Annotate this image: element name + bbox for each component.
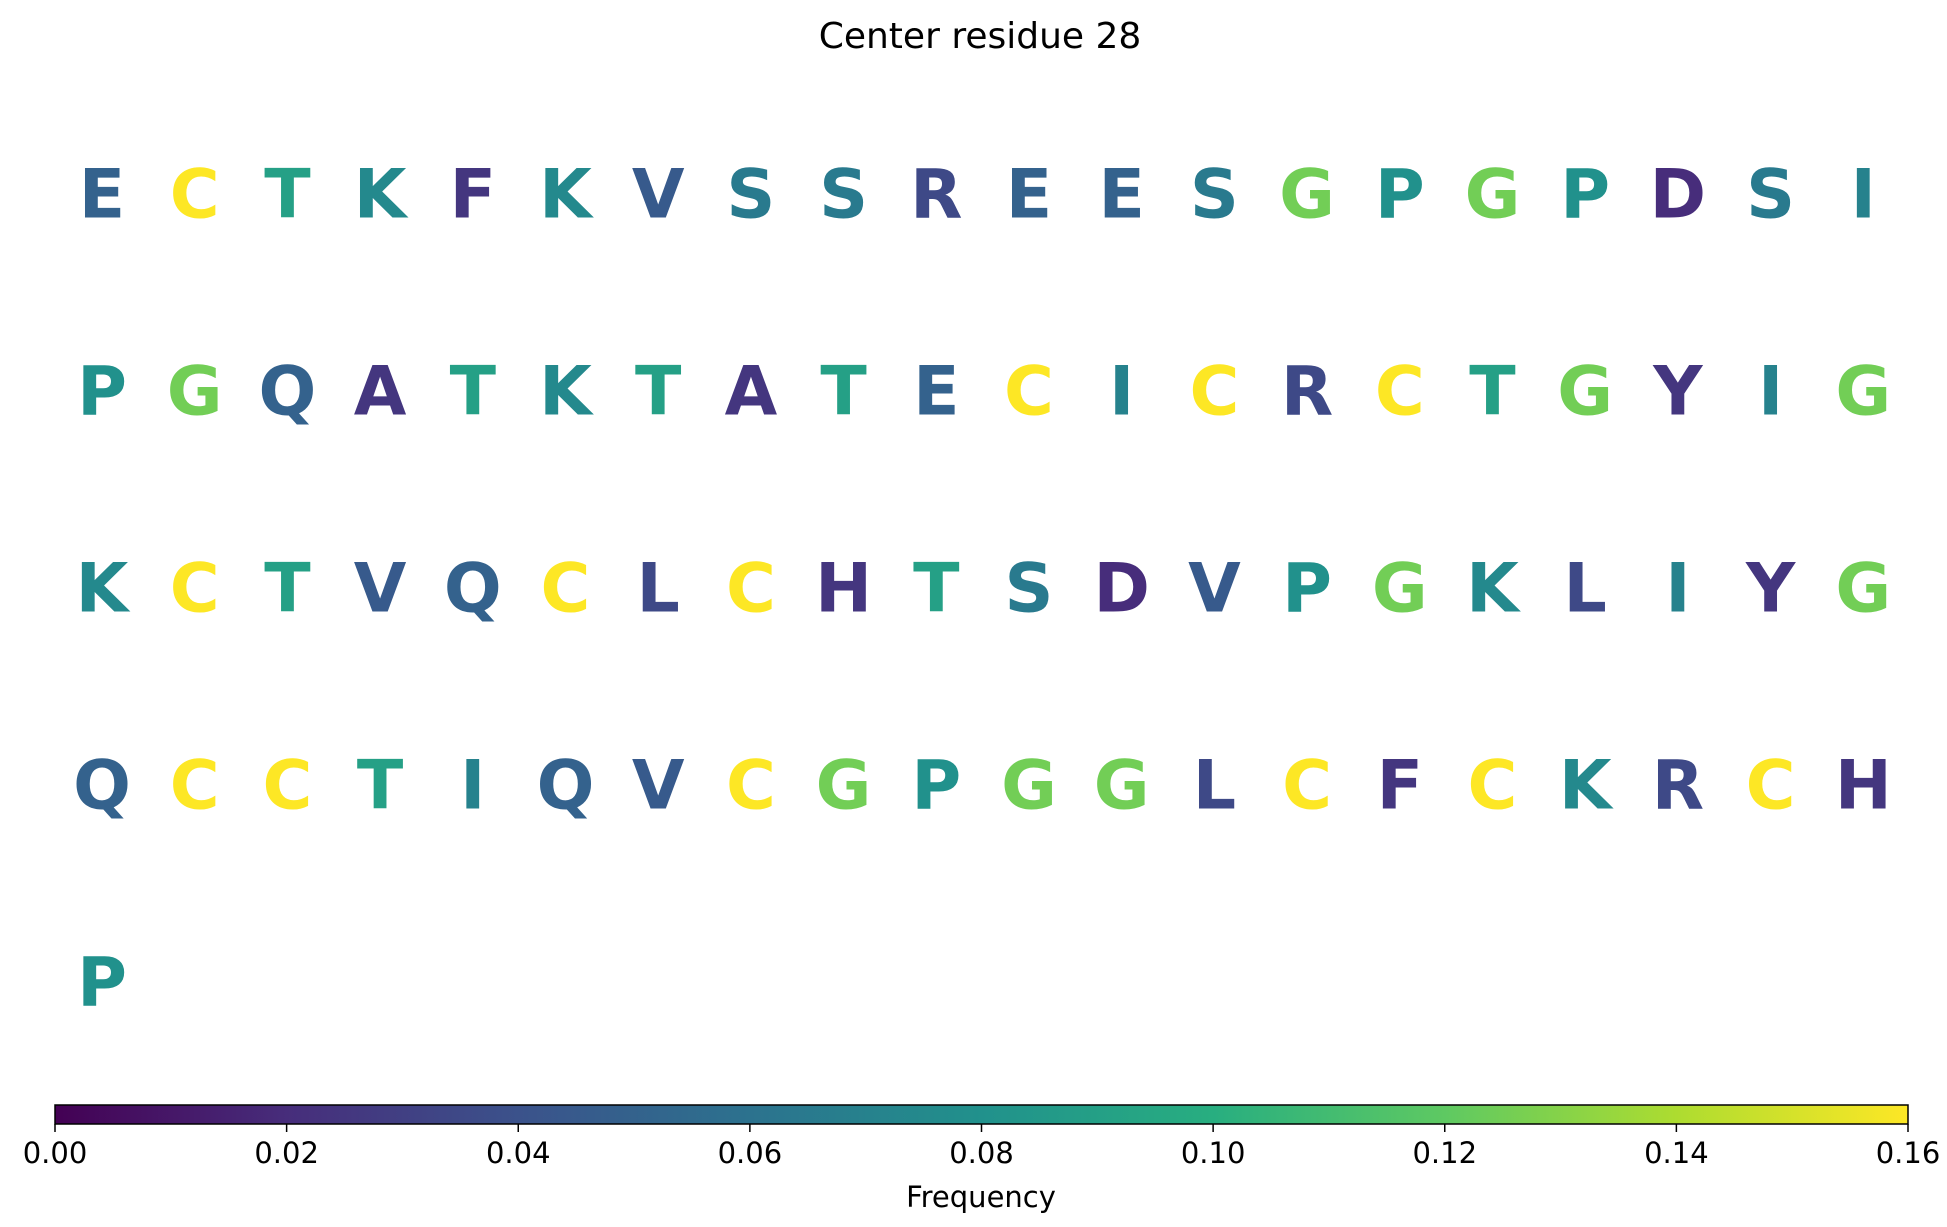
residue-letter: C <box>541 550 591 629</box>
residue-letter: I <box>1851 156 1876 235</box>
residue-letter: G <box>1001 747 1057 826</box>
residue-letter: L <box>637 550 680 629</box>
residue-letter: G <box>167 353 223 432</box>
residue-letter: K <box>76 550 131 629</box>
colorbar-tick-label: 0.00 <box>23 1136 88 1170</box>
residue-letter: G <box>1372 550 1428 629</box>
colorbar-tick-label: 0.02 <box>254 1136 319 1170</box>
residue-letter: I <box>1758 353 1783 432</box>
residue-letter: A <box>354 353 407 432</box>
residue-letter: V <box>1188 550 1241 629</box>
residue-letter: T <box>913 550 960 629</box>
residue-letter: C <box>170 156 220 235</box>
residue-letter: E <box>1098 156 1144 235</box>
residue-letter: G <box>816 747 872 826</box>
residue-letter: T <box>264 550 311 629</box>
colorbar-ticks: 0.00 0.02 0.04 0.06 0.08 0.10 0.12 0.14 0.16 <box>23 1124 1941 1170</box>
residue-letter: L <box>1564 550 1607 629</box>
residue-letter: S <box>1746 156 1795 235</box>
residue-letter: I <box>1665 550 1690 629</box>
colorbar-tick-label: 0.12 <box>1412 1136 1477 1170</box>
residue-letter: T <box>357 747 404 826</box>
residue-letter: C <box>262 747 312 826</box>
residue-letter: P <box>77 944 127 1023</box>
residue-letter: E <box>79 156 125 235</box>
colorbar-tick-label: 0.16 <box>1876 1136 1941 1170</box>
residue-letter: D <box>1093 550 1149 629</box>
residue-letter: R <box>910 156 962 235</box>
residue-letter: E <box>1006 156 1052 235</box>
residue-letter: Q <box>73 747 131 826</box>
residue-letter: C <box>1189 353 1239 432</box>
residue-letter: C <box>1004 353 1054 432</box>
residue-letter: C <box>1375 353 1425 432</box>
colorbar-tick-label: 0.08 <box>949 1136 1014 1170</box>
residue-letter: A <box>725 353 778 432</box>
residue-letter: R <box>1281 353 1333 432</box>
residue-letter: C <box>1468 747 1518 826</box>
colorbar-tick-label: 0.06 <box>718 1136 783 1170</box>
chart-title: Center residue 28 <box>819 16 1142 57</box>
residue-letter: G <box>1835 353 1891 432</box>
residue-letter: R <box>1652 747 1704 826</box>
residue-letter: K <box>539 353 594 432</box>
residue-letter: E <box>913 353 959 432</box>
residue-letter: D <box>1650 156 1706 235</box>
residue-letter: T <box>450 353 497 432</box>
residue-letter: C <box>170 747 220 826</box>
residue-letter: P <box>1282 550 1332 629</box>
residue-letter: Q <box>537 747 595 826</box>
residue-letter: Y <box>1652 353 1703 432</box>
residue-grid: E C T K F K V S S R E E S G P G P D S IP G Q A T K T A T E C I C R C T G Y I G… <box>73 156 1892 1023</box>
residue-letter: K <box>354 156 409 235</box>
residue-letter: G <box>1835 550 1891 629</box>
residue-letter: H <box>1835 747 1892 826</box>
colorbar-label: Frequency <box>906 1180 1056 1214</box>
colorbar-tick-label: 0.14 <box>1644 1136 1709 1170</box>
residue-letter: S <box>726 156 775 235</box>
residue-letter: T <box>635 353 682 432</box>
colorbar: 0.00 0.02 0.04 0.06 0.08 0.10 0.12 0.14 0.16 Fre… <box>23 1104 1941 1214</box>
residue-letter: K <box>539 156 594 235</box>
residue-letter: C <box>1282 747 1332 826</box>
residue-letter: F <box>450 156 496 235</box>
residue-letter: P <box>911 747 961 826</box>
residue-letter: V <box>632 156 685 235</box>
residue-letter: P <box>77 353 127 432</box>
colorbar-tick-label: 0.04 <box>486 1136 551 1170</box>
residue-letter: C <box>1746 747 1796 826</box>
residue-letter: G <box>1094 747 1150 826</box>
residue-letter: T <box>264 156 311 235</box>
residue-letter: C <box>726 747 776 826</box>
residue-letter: S <box>1190 156 1239 235</box>
residue-letter: H <box>815 550 872 629</box>
colorbar-gradient <box>55 1105 1908 1124</box>
residue-letter: S <box>1005 550 1054 629</box>
residue-letter: S <box>819 156 868 235</box>
residue-letter: V <box>632 747 685 826</box>
residue-letter: T <box>820 353 867 432</box>
residue-letter: C <box>170 550 220 629</box>
residue-letter: K <box>1559 747 1614 826</box>
residue-letter: T <box>1469 353 1516 432</box>
residue-letter: V <box>354 550 407 629</box>
colorbar-tick-label: 0.10 <box>1181 1136 1246 1170</box>
residue-letter: Y <box>1745 550 1796 629</box>
residue-letter: Q <box>444 550 502 629</box>
residue-letter: P <box>1560 156 1610 235</box>
residue-letter: F <box>1377 747 1423 826</box>
residue-letter: G <box>1557 353 1613 432</box>
residue-letter: I <box>460 747 485 826</box>
residue-letter: K <box>1466 550 1521 629</box>
residue-letter: C <box>726 550 776 629</box>
residue-letter: G <box>1279 156 1335 235</box>
residue-letter: I <box>1109 353 1134 432</box>
residue-letter: G <box>1465 156 1521 235</box>
residue-letter: Q <box>258 353 316 432</box>
residue-letter: P <box>1375 156 1425 235</box>
residue-letter: L <box>1193 747 1236 826</box>
